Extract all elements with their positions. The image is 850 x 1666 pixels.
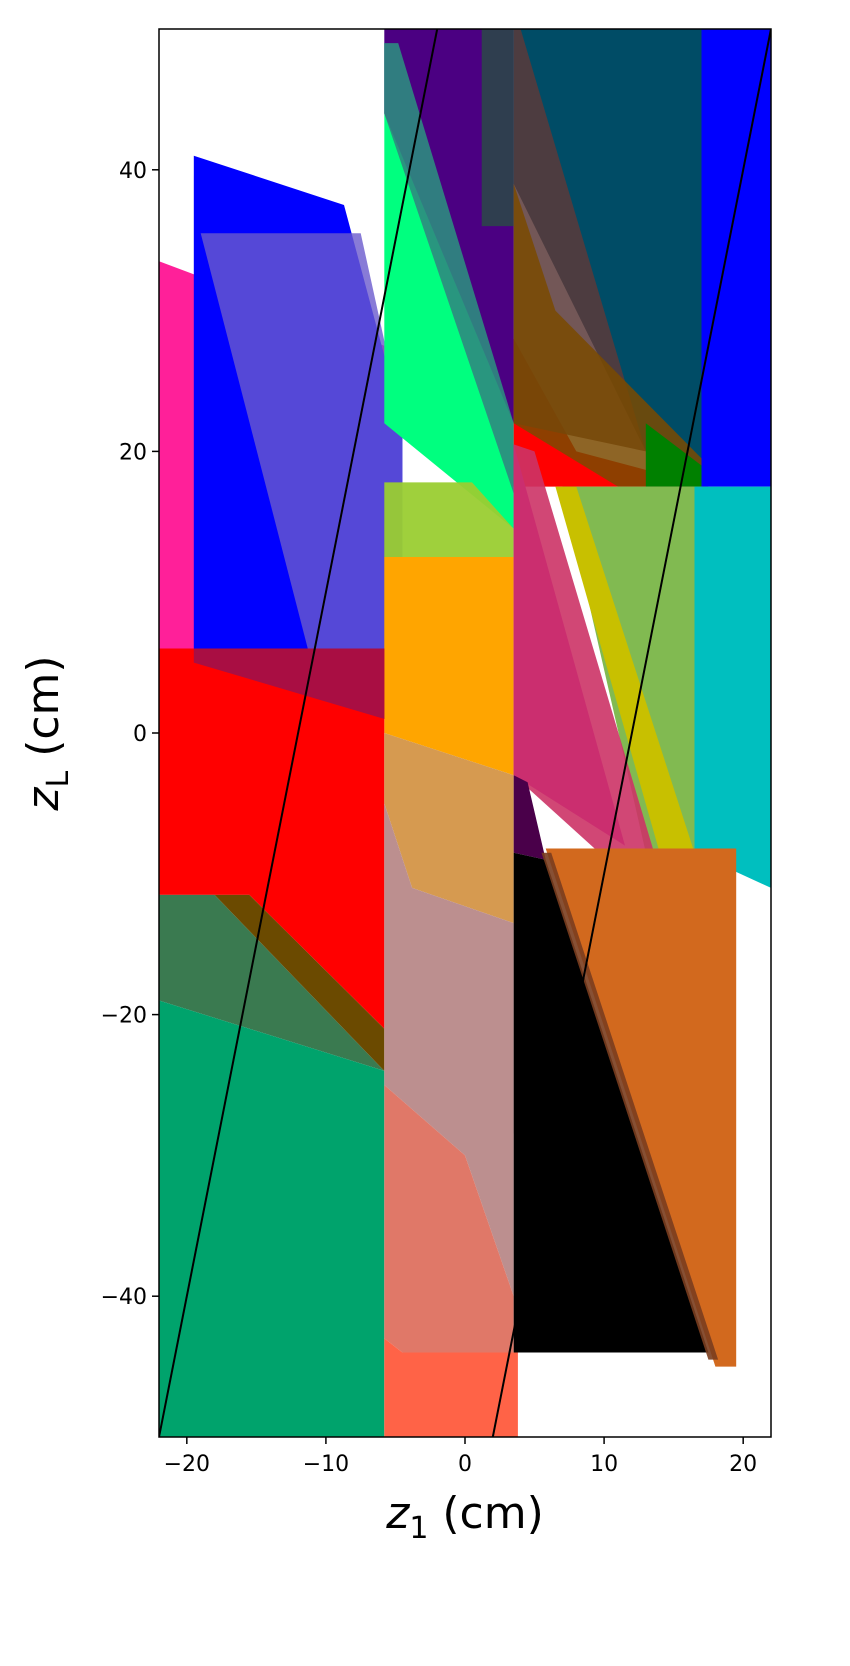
boundary-line-0 <box>159 29 439 1437</box>
region-22 <box>159 894 385 1071</box>
y-tick-label: 40 <box>119 159 147 184</box>
region-27 <box>384 1085 514 1353</box>
x-axis: −20 −10 0 10 20 <box>164 1437 757 1477</box>
region-11 <box>645 423 709 487</box>
x-tick-label: 0 <box>458 1452 472 1477</box>
x-tick-label: 20 <box>729 1452 757 1477</box>
region-8 <box>513 29 702 487</box>
region-5 <box>384 43 514 494</box>
regions-layer <box>159 29 771 1437</box>
region-15 <box>384 557 514 776</box>
x-axis-label-var: z <box>385 1488 410 1539</box>
y-axis-label-unit: (cm) <box>18 655 69 770</box>
y-axis-label-var: z <box>18 787 69 812</box>
region-29 <box>513 775 546 860</box>
region-7 <box>481 29 514 227</box>
region-2 <box>200 233 403 719</box>
y-tick-label: −40 <box>101 1285 147 1310</box>
region-19 <box>513 444 667 895</box>
y-tick-label: 0 <box>133 722 147 747</box>
region-10 <box>513 183 702 487</box>
region-31 <box>545 848 737 1367</box>
region-30 <box>513 852 709 1353</box>
region-20 <box>159 648 385 1029</box>
boundary-line-1 <box>491 29 771 1437</box>
x-axis-label: z1 (cm) <box>385 1488 544 1546</box>
region-28 <box>384 1338 518 1437</box>
x-tick-label: −10 <box>303 1452 349 1477</box>
lines-layer <box>159 29 771 1437</box>
x-tick-label: 10 <box>590 1452 618 1477</box>
y-axis-label-sub: L <box>41 770 76 787</box>
y-tick-label: 20 <box>119 440 147 465</box>
region-12 <box>701 29 771 487</box>
y-axis-label: zL (cm) <box>18 655 76 811</box>
region-14 <box>384 482 514 557</box>
x-axis-label-unit: (cm) <box>428 1488 543 1539</box>
x-axis-label-sub: 1 <box>409 1511 428 1546</box>
region-18 <box>555 486 695 853</box>
region-24 <box>159 1000 385 1437</box>
region-13 <box>694 486 771 888</box>
region-32 <box>541 852 719 1360</box>
region-26 <box>384 803 514 1297</box>
y-tick-label: −20 <box>101 1004 147 1029</box>
y-axis: −40 −20 0 20 40 <box>101 159 159 1310</box>
x-tick-label: −20 <box>164 1452 210 1477</box>
region-21 <box>193 648 385 719</box>
region-25 <box>384 733 514 924</box>
